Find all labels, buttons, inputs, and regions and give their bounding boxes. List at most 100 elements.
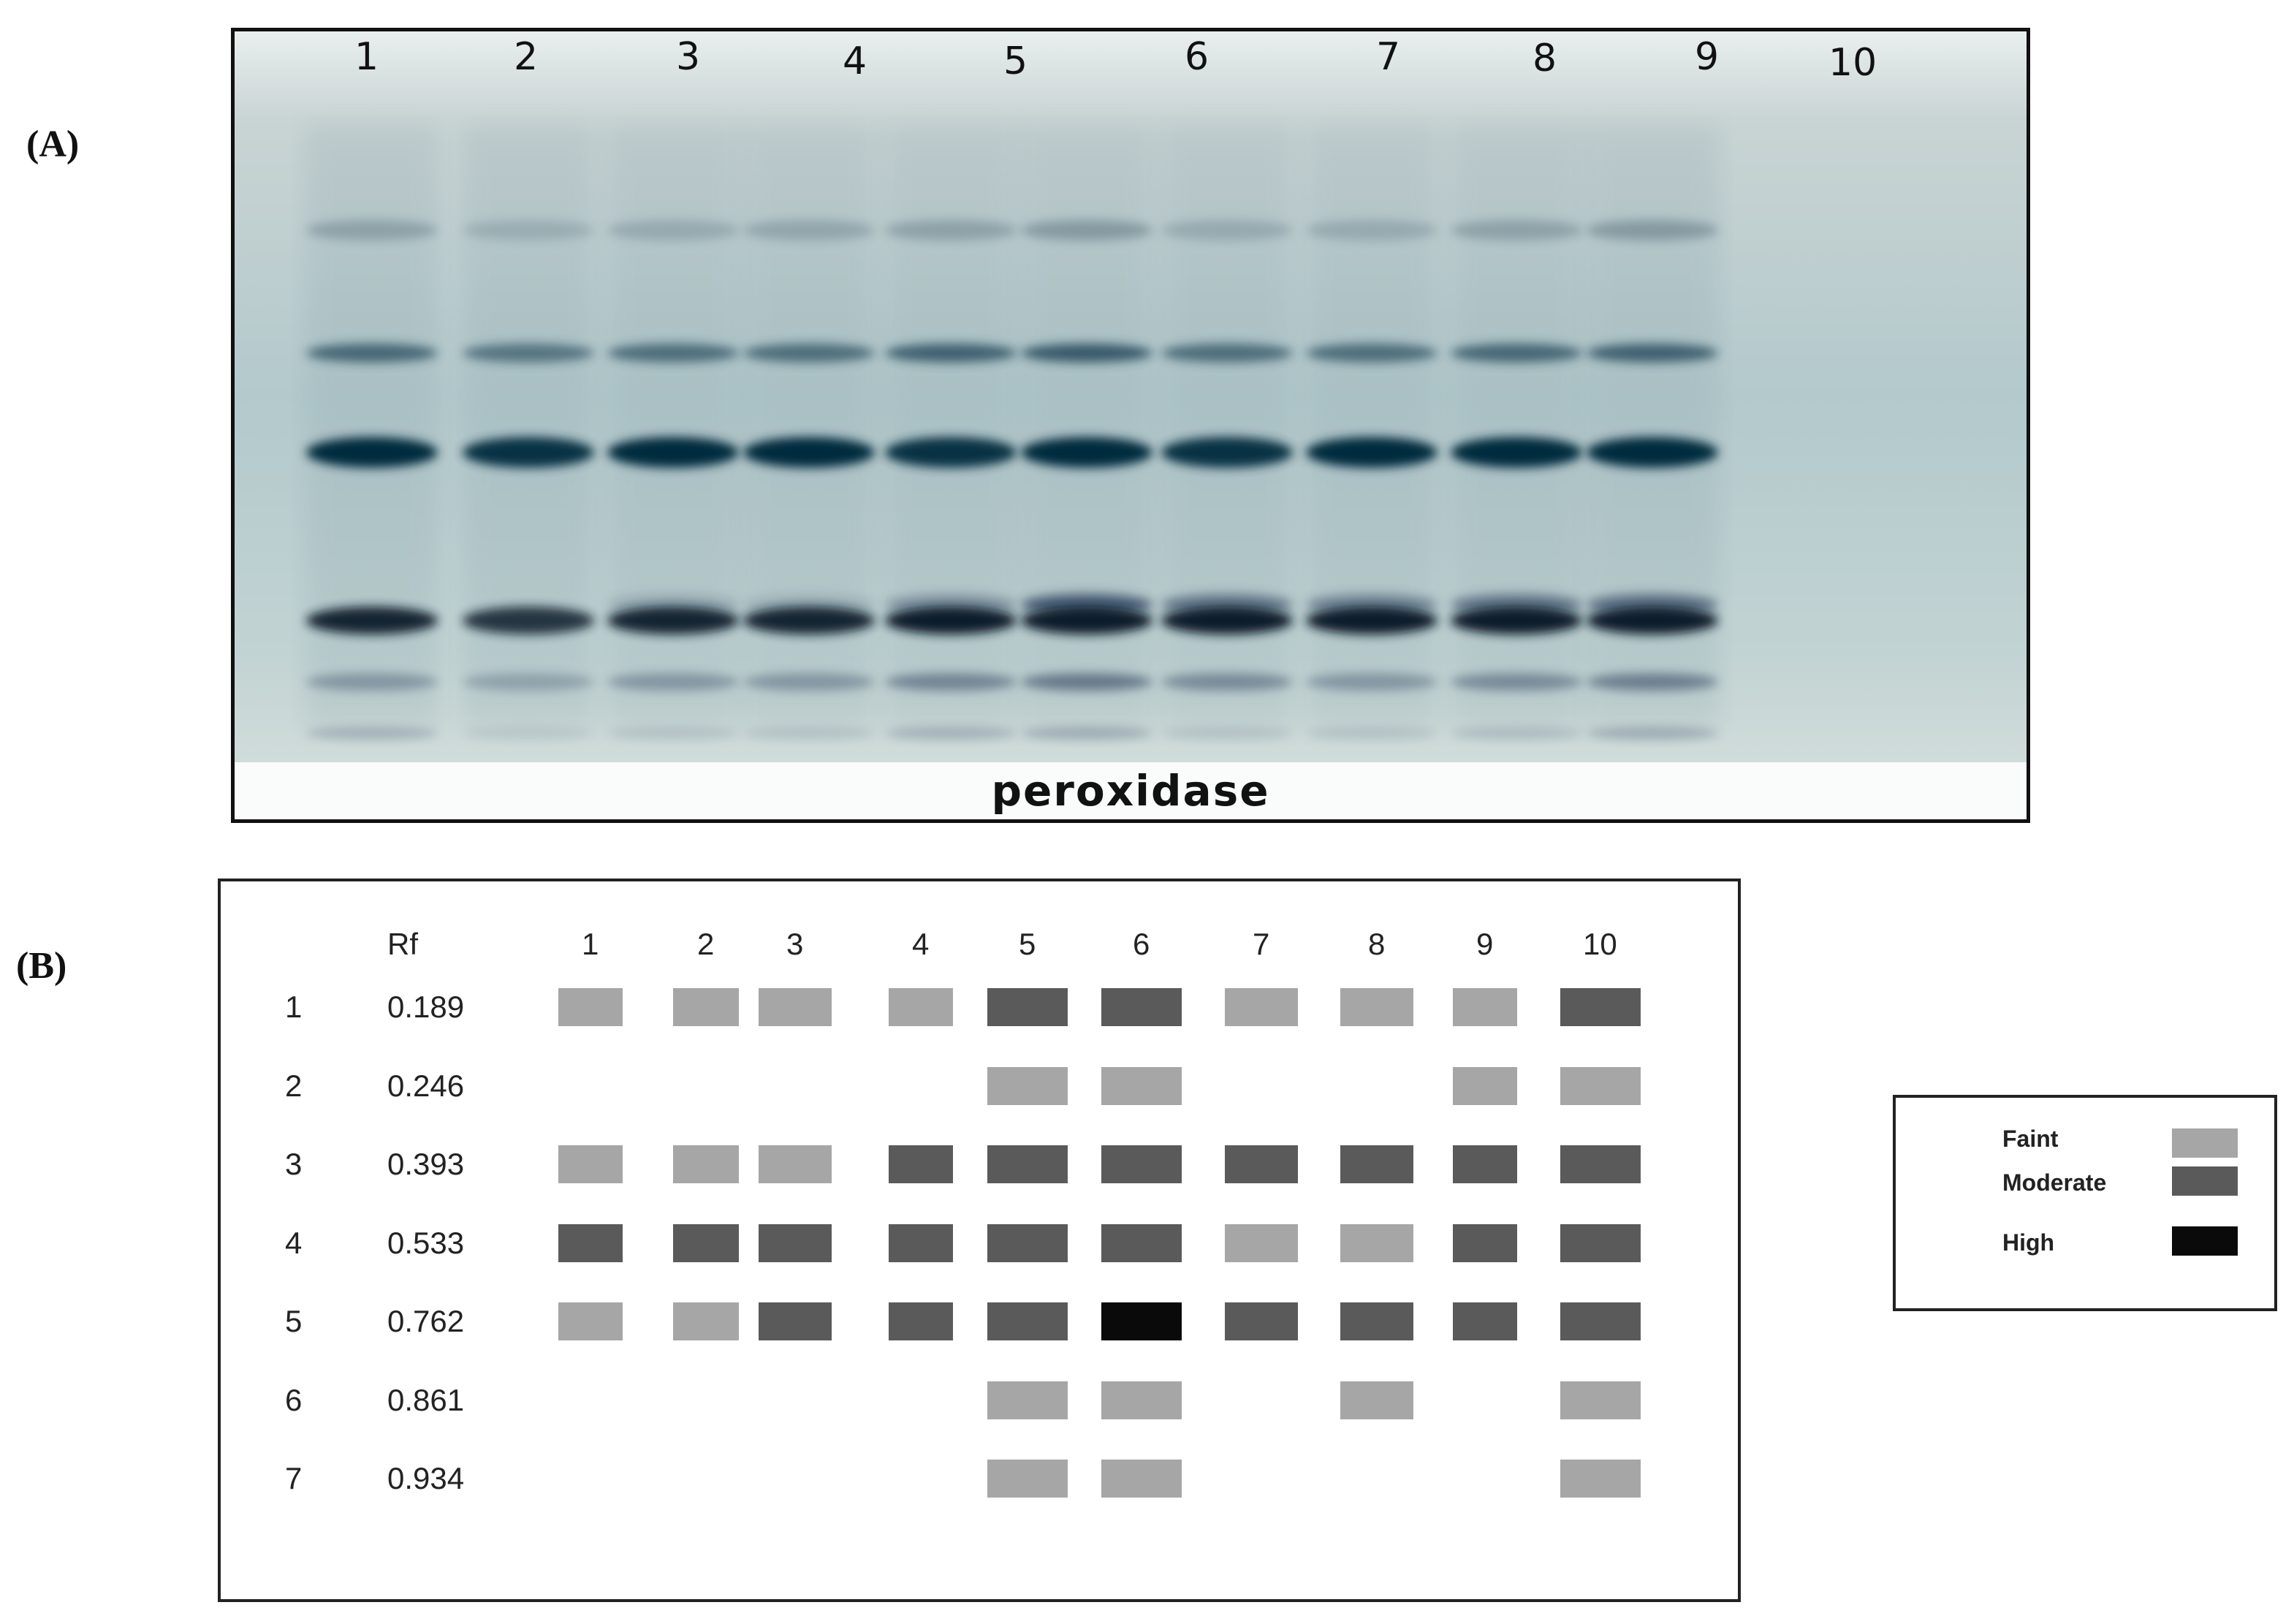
zymogram-lane-header: 2: [697, 927, 715, 961]
zymogram-band-cell: [1453, 1223, 1517, 1262]
gel-lane-smear: [305, 126, 439, 726]
gel-image: [235, 31, 2027, 762]
zymogram-band-cell: [1560, 1460, 1641, 1498]
zymogram-band-cell: [1340, 1302, 1413, 1340]
gel-photo: peroxidase: [231, 28, 2030, 823]
gel-band: [463, 344, 594, 363]
zymogram-rf-value: 0.762: [387, 1304, 465, 1338]
gel-band: [1161, 437, 1293, 468]
panel-label-b: (B): [16, 945, 67, 987]
legend-swatch-moderate: [2172, 1166, 2238, 1196]
zymogram-band-cell: [1101, 1381, 1182, 1419]
gel-band: [885, 344, 1017, 363]
zymogram-rf-value: 0.861: [387, 1382, 465, 1417]
gel-lane-number: 4: [843, 39, 867, 83]
gel-band: [1587, 437, 1718, 468]
gel-band: [1587, 726, 1718, 740]
gel-lane-number: 1: [354, 35, 379, 79]
zymogram-band-cell: [673, 1145, 739, 1183]
zymogram-band-cell: [987, 1223, 1068, 1262]
gel-band: [463, 437, 594, 468]
zymogram-band-cell: [1225, 988, 1298, 1026]
gel-band: [885, 437, 1017, 468]
zymogram-band-cell: [889, 1145, 953, 1183]
legend-label-faint: Faint: [2002, 1126, 2059, 1152]
legend-label-high: High: [2002, 1229, 2055, 1256]
legend-label-moderate: Moderate: [2002, 1169, 2107, 1196]
gel-band: [607, 344, 739, 363]
zymogram-band-cell: [673, 1223, 739, 1262]
zymogram-lane-header: 3: [786, 927, 804, 961]
gel-lane-smear: [884, 126, 1018, 726]
gel-band: [1587, 344, 1718, 363]
zymogram-band-cell: [889, 988, 953, 1026]
zymogram-band-cell: [759, 1223, 832, 1262]
gel-band: [463, 607, 594, 634]
zymogram-band-cell: [759, 1145, 832, 1183]
gel-band: [306, 726, 438, 740]
gel-lane-smear: [1304, 126, 1439, 726]
zymogram-band-cell: [1560, 1066, 1641, 1105]
gel-lane-number: 10: [1828, 41, 1877, 85]
zymogram-band-cell: [1340, 988, 1413, 1026]
zymogram-band-cell: [987, 988, 1068, 1026]
gel-band: [306, 607, 438, 634]
zymogram-band-cell: [987, 1381, 1068, 1419]
zymogram-band-cell: [1101, 1223, 1182, 1262]
gel-band: [743, 344, 875, 363]
gel-band: [1306, 344, 1437, 363]
zymogram-band-cell: [1101, 1302, 1182, 1340]
zymogram-band-cell: [558, 988, 623, 1026]
gel-band: [1587, 673, 1718, 691]
zymogram-band-cell: [889, 1302, 953, 1340]
gel-band: [1021, 344, 1152, 363]
zymogram-rf-value: 0.533: [387, 1225, 465, 1260]
zymogram-band-cell: [673, 1302, 739, 1340]
zymogram-lane-header: 9: [1476, 927, 1494, 961]
zymogram-band-cell: [1225, 1223, 1298, 1262]
gel-lane-smear: [1585, 126, 1720, 726]
gel-band: [1306, 220, 1437, 240]
gel-lane-number: 7: [1376, 35, 1401, 79]
panel-label-a: (A): [26, 124, 80, 165]
gel-lane-number: 2: [514, 35, 539, 79]
zymogram-band-cell: [1225, 1302, 1298, 1340]
zymogram-band-cell: [759, 988, 832, 1026]
gel-band: [607, 607, 739, 634]
gel-lane-smear: [606, 126, 740, 726]
gel-band: [1161, 220, 1293, 240]
zymogram-band-cell: [1101, 988, 1182, 1026]
gel-band: [1021, 673, 1152, 691]
gel-band: [1161, 607, 1293, 634]
gel-band: [743, 673, 875, 691]
gel-band: [1587, 220, 1718, 240]
gel-band: [1306, 607, 1437, 634]
zymogram-lane-header: 7: [1253, 927, 1270, 961]
gel-band: [743, 437, 875, 468]
zymogram-band-cell: [759, 1302, 832, 1340]
gel-lane-smear: [1449, 126, 1584, 726]
zymogram-band-cell: [987, 1460, 1068, 1498]
zymogram-rf-value: 0.246: [387, 1068, 465, 1103]
zymogram-band-cell: [673, 988, 739, 1026]
zymogram-lane-header: 4: [912, 927, 930, 961]
gel-band: [1306, 673, 1437, 691]
zymogram-band-cell: [558, 1223, 623, 1262]
zymogram-band-number: 2: [285, 1068, 303, 1103]
gel-band: [1021, 726, 1152, 740]
zymogram-band-cell: [1453, 1066, 1517, 1105]
gel-band: [463, 673, 594, 691]
zymogram-band-cell: [987, 1145, 1068, 1183]
zymogram-band-number: 1: [285, 990, 303, 1024]
zymogram-band-number: 4: [285, 1225, 303, 1260]
zymogram-band-cell: [1560, 1145, 1641, 1183]
gel-lane-smear: [461, 126, 596, 726]
gel-band: [306, 673, 438, 691]
gel-band: [1587, 607, 1718, 634]
gel-band: [1451, 344, 1582, 363]
zymogram-rf-value: 0.934: [387, 1461, 465, 1495]
zymogram-lane-header: 1: [582, 927, 599, 961]
zymogram-band-cell: [1560, 1381, 1641, 1419]
zymogram-band-cell: [1101, 1066, 1182, 1105]
zymogram-band-number: 5: [285, 1304, 303, 1338]
